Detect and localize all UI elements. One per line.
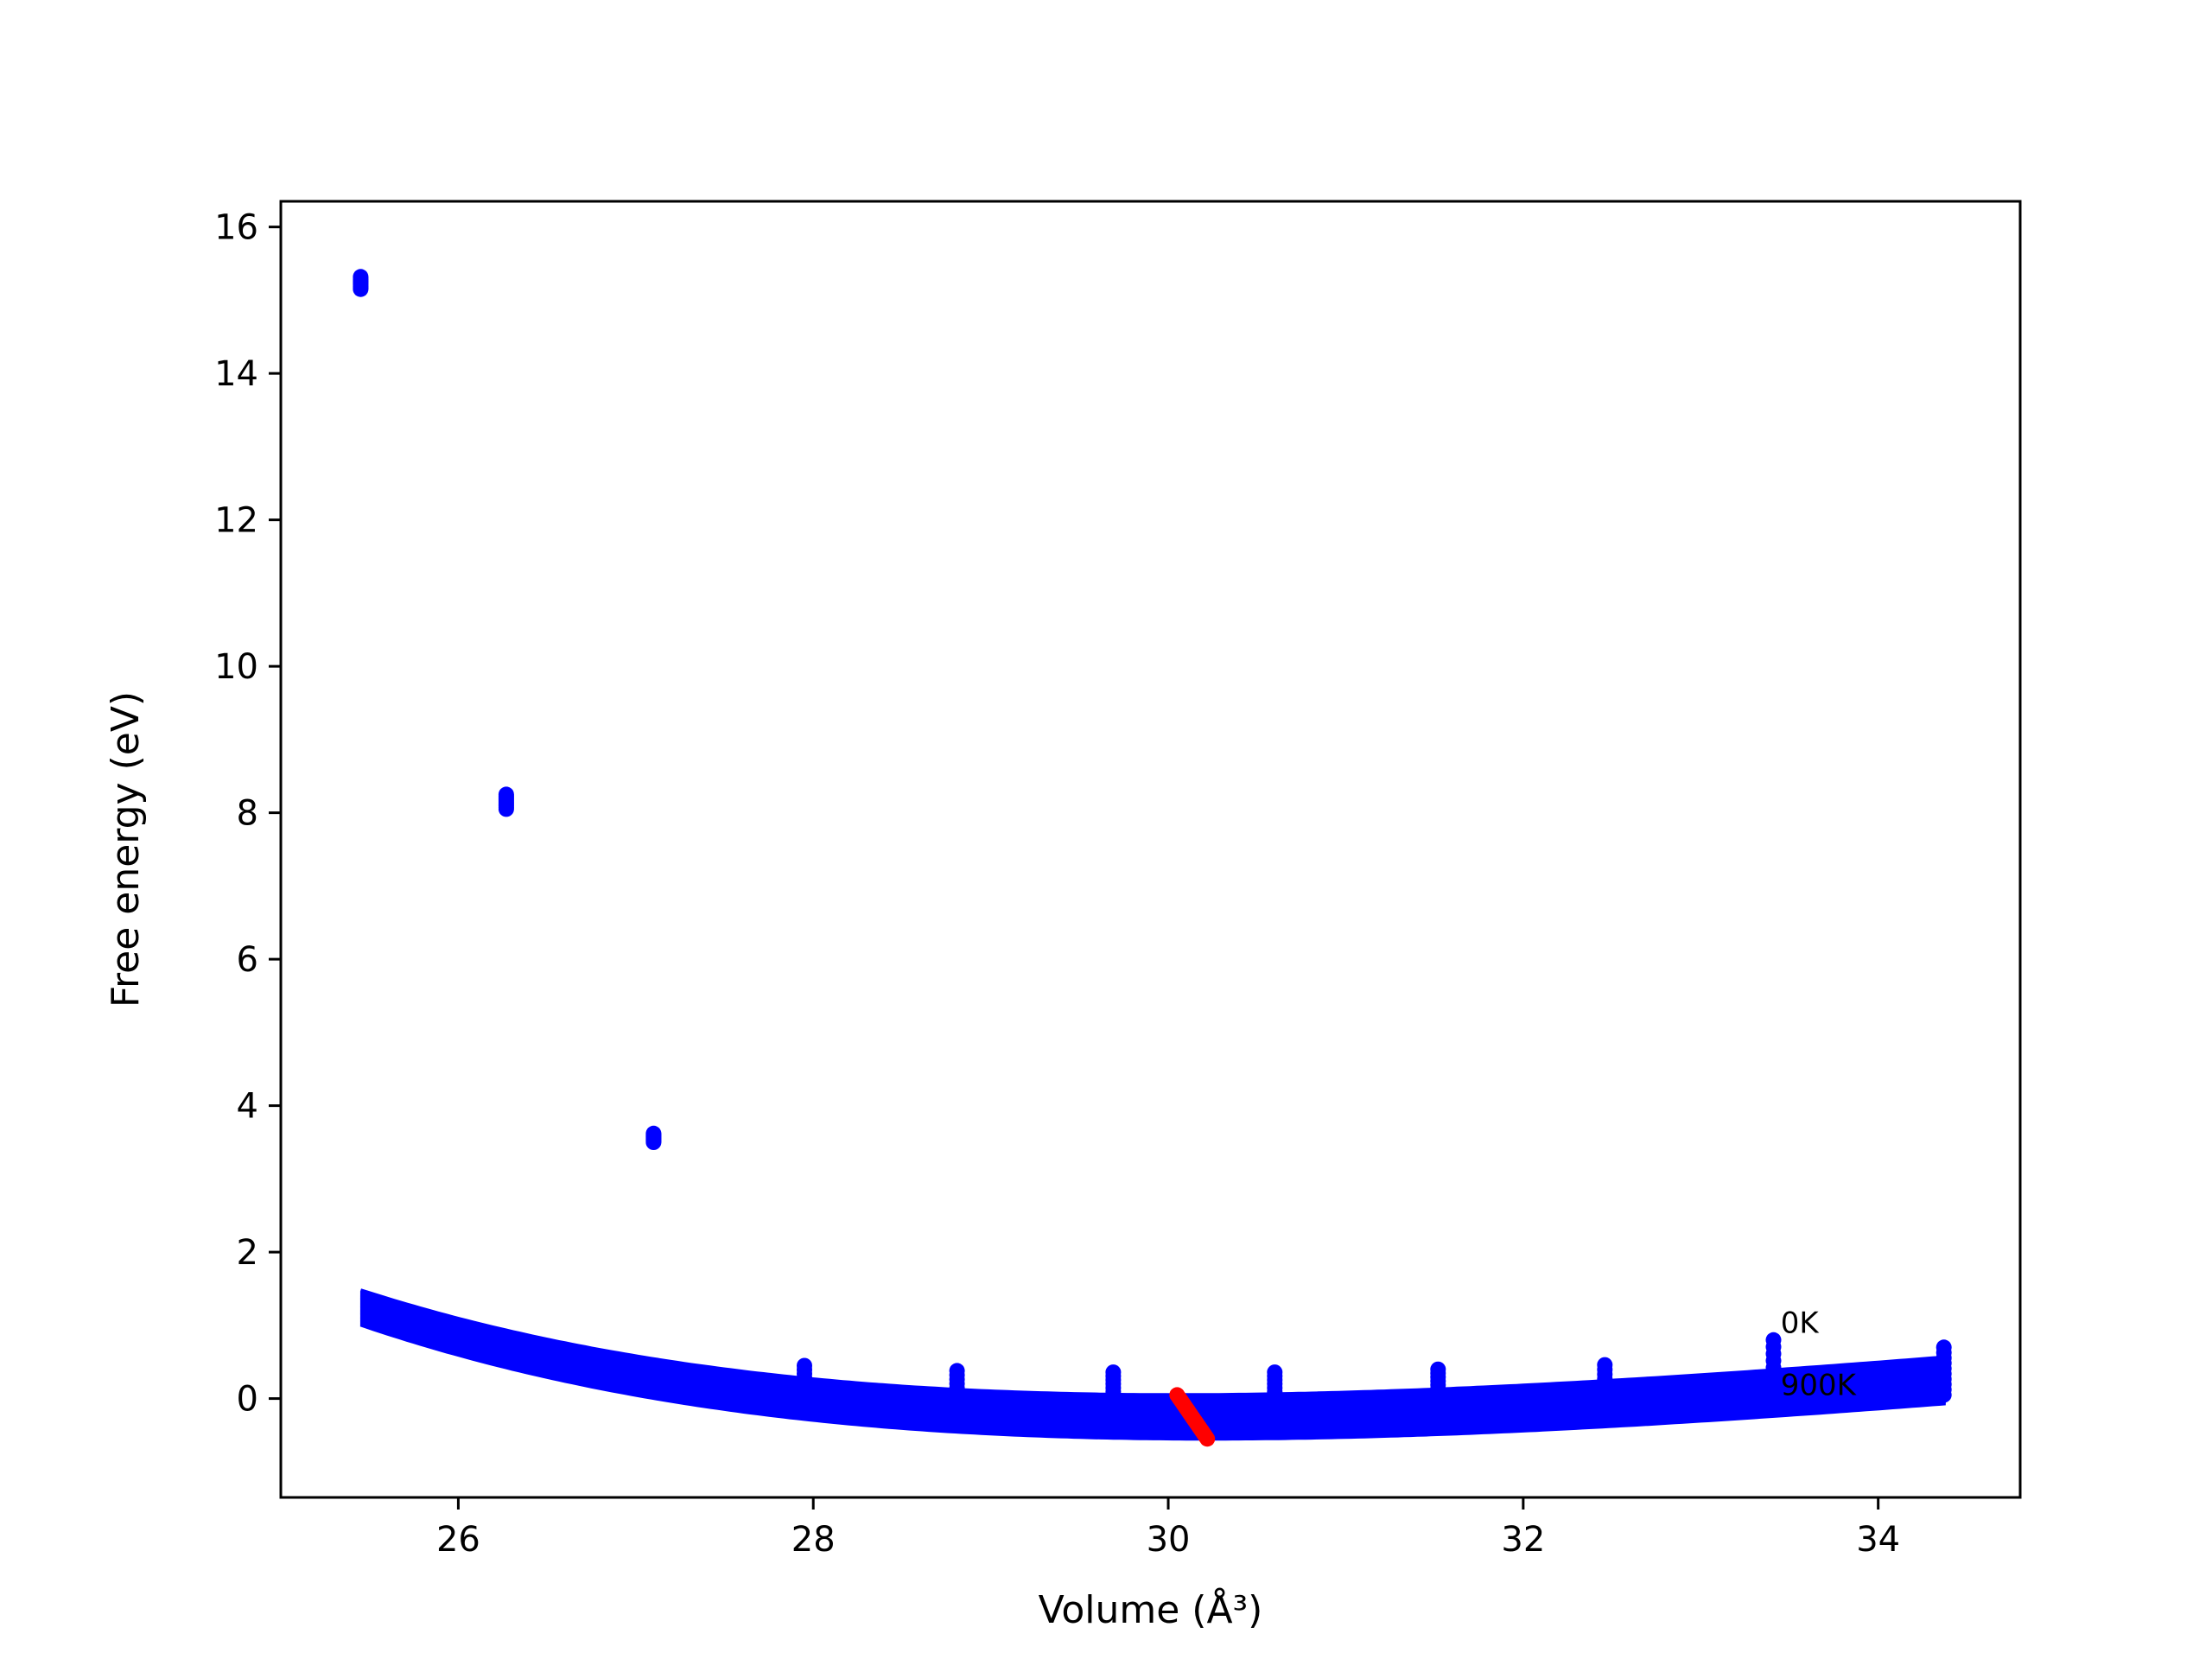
data-point	[949, 1363, 965, 1379]
y-axis-ticks: 0 2 4 6 8 10 12 14 16	[214, 208, 281, 1420]
y-tick-label: 8	[237, 794, 258, 834]
plot-frame	[279, 200, 2022, 1499]
y-tick-label: 4	[237, 1087, 258, 1127]
x-tick-label: 34	[1856, 1520, 1900, 1560]
y-tick-label: 0	[237, 1380, 258, 1420]
x-tick-label: 26	[436, 1520, 480, 1560]
data-point	[1765, 1332, 1782, 1348]
data-point	[645, 1125, 662, 1141]
temperature-annotation: 0K	[1781, 1306, 1821, 1340]
y-tick-label: 14	[214, 354, 258, 394]
y-tick-label: 2	[237, 1233, 258, 1273]
minima-points	[1169, 1387, 1216, 1447]
minimum-point	[1199, 1431, 1216, 1447]
data-point	[1430, 1361, 1446, 1377]
data-point	[1936, 1339, 1952, 1356]
data-points	[353, 269, 1952, 1418]
data-point	[797, 1357, 812, 1374]
y-tick-label: 10	[214, 647, 258, 687]
fit-curves	[359, 1288, 1946, 1441]
y-axis-label: Free energy (eV)	[104, 691, 148, 1007]
y-tick-label: 6	[237, 940, 258, 980]
x-axis-ticks: 26 28 30 32 34	[436, 1497, 1900, 1560]
y-tick-label: 12	[214, 501, 258, 541]
x-tick-label: 28	[791, 1520, 836, 1560]
data-point	[1597, 1357, 1613, 1373]
temperature-annotation: 900K	[1781, 1368, 1858, 1402]
data-point	[1105, 1364, 1122, 1381]
data-point	[353, 269, 369, 285]
x-tick-label: 30	[1147, 1520, 1191, 1560]
x-tick-label: 32	[1501, 1520, 1545, 1560]
data-point	[1267, 1364, 1283, 1381]
x-axis-label: Volume (Å³)	[1039, 1586, 1263, 1632]
fit-curve	[359, 1323, 1946, 1441]
data-point	[498, 786, 514, 803]
y-tick-label: 16	[214, 208, 258, 248]
annotations: 0K 900K	[1781, 1306, 1858, 1402]
